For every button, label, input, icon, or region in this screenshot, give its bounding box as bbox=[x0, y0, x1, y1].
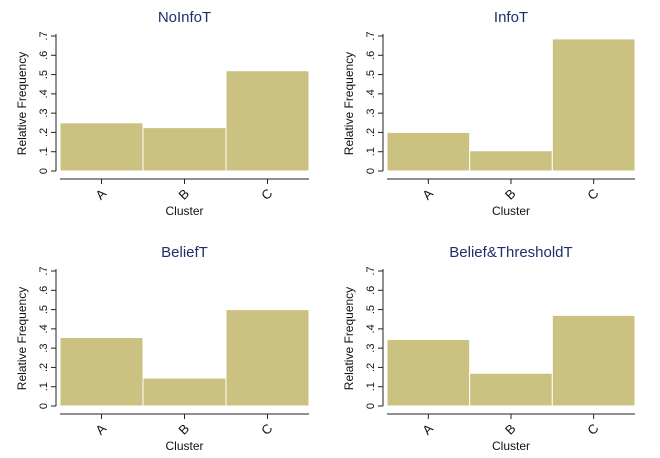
bar-c bbox=[225, 70, 310, 172]
chart-panel: InfoT 0 .1 .2 .3 .4 .5 .6 .7 A B C Cluster Relative F… bbox=[342, 9, 636, 218]
y-tick-label: 0 bbox=[365, 168, 377, 174]
x-tick-label: B bbox=[502, 186, 519, 203]
y-tick-label: .3 bbox=[365, 109, 377, 118]
chart-title: NoInfoT bbox=[158, 9, 211, 26]
y-tick-label: .4 bbox=[365, 324, 377, 333]
x-axis-title: Cluster bbox=[165, 439, 203, 453]
bar-a bbox=[386, 131, 471, 172]
chart-title: BeliefT bbox=[161, 244, 208, 261]
bar-b bbox=[469, 150, 553, 172]
x-tick-label: A bbox=[92, 421, 109, 438]
chart-title: Belief&ThresholdT bbox=[449, 244, 572, 261]
y-tick-label: .7 bbox=[365, 31, 377, 40]
bar-c bbox=[551, 314, 636, 407]
y-tick-label: .3 bbox=[38, 344, 50, 353]
y-tick-label: .6 bbox=[38, 51, 50, 60]
x-tick-label: B bbox=[175, 421, 192, 438]
bar-c bbox=[551, 38, 636, 172]
y-axis-title: Relative Frequency bbox=[15, 287, 29, 390]
chart-panel: Belief&ThresholdT 0 .1 .2 .3 .4 .5 .6 .7 A B C Clust… bbox=[342, 244, 636, 453]
chart-title: InfoT bbox=[494, 9, 528, 26]
x-tick-label: B bbox=[175, 186, 192, 203]
bar-a bbox=[59, 122, 144, 172]
x-axis-title: Cluster bbox=[165, 204, 203, 218]
y-tick-label: 0 bbox=[38, 168, 50, 174]
y-tick-label: .2 bbox=[365, 363, 377, 372]
x-tick-label: A bbox=[92, 186, 109, 203]
x-tick-label: A bbox=[419, 421, 436, 438]
y-tick-label: .1 bbox=[365, 382, 377, 391]
y-tick-label: .7 bbox=[38, 31, 50, 40]
y-tick-label: .5 bbox=[365, 70, 377, 79]
y-tick-label: .6 bbox=[365, 51, 377, 60]
y-tick-label: .4 bbox=[38, 89, 50, 98]
y-tick-label: 0 bbox=[365, 403, 377, 409]
y-tick-label: .5 bbox=[38, 305, 50, 314]
x-tick-label: C bbox=[258, 421, 275, 438]
y-tick-label: .2 bbox=[38, 128, 50, 137]
y-tick-label: 0 bbox=[38, 403, 50, 409]
chart-panel: NoInfoT 0 .1 .2 .3 .4 .5 .6 .7 A B C Cluster Relative… bbox=[15, 9, 310, 218]
y-tick-label: .6 bbox=[38, 286, 50, 295]
y-tick-label: .7 bbox=[365, 266, 377, 275]
y-tick-label: .5 bbox=[365, 305, 377, 314]
y-tick-label: .2 bbox=[38, 363, 50, 372]
bar-a bbox=[59, 337, 144, 407]
bar-a bbox=[386, 338, 471, 407]
y-tick-label: .3 bbox=[38, 109, 50, 118]
y-tick-label: .2 bbox=[365, 128, 377, 137]
y-tick-label: .1 bbox=[38, 382, 50, 391]
y-tick-label: .1 bbox=[38, 147, 50, 156]
y-tick-label: .7 bbox=[38, 266, 50, 275]
x-tick-label: B bbox=[502, 421, 519, 438]
y-axis-title: Relative Frequency bbox=[342, 52, 356, 155]
x-axis-title: Cluster bbox=[492, 204, 530, 218]
y-axis-title: Relative Frequency bbox=[342, 287, 356, 390]
x-tick-label: C bbox=[584, 421, 601, 438]
bar-b bbox=[142, 377, 227, 407]
y-tick-label: .5 bbox=[38, 70, 50, 79]
bar-b bbox=[142, 127, 227, 172]
x-tick-label: C bbox=[584, 186, 601, 203]
y-tick-label: .4 bbox=[38, 324, 50, 333]
bar-c bbox=[225, 309, 310, 407]
y-axis-title: Relative Frequency bbox=[15, 52, 29, 155]
y-tick-label: .4 bbox=[365, 89, 377, 98]
x-tick-label: C bbox=[258, 186, 275, 203]
x-tick-label: A bbox=[419, 186, 436, 203]
chart-panel: BeliefT 0 .1 .2 .3 .4 .5 .6 .7 A B C Cluster Relative… bbox=[15, 244, 310, 453]
y-tick-label: .6 bbox=[365, 286, 377, 295]
bar-b bbox=[469, 372, 553, 407]
y-tick-label: .1 bbox=[365, 147, 377, 156]
y-tick-label: .3 bbox=[365, 344, 377, 353]
x-axis-title: Cluster bbox=[492, 439, 530, 453]
